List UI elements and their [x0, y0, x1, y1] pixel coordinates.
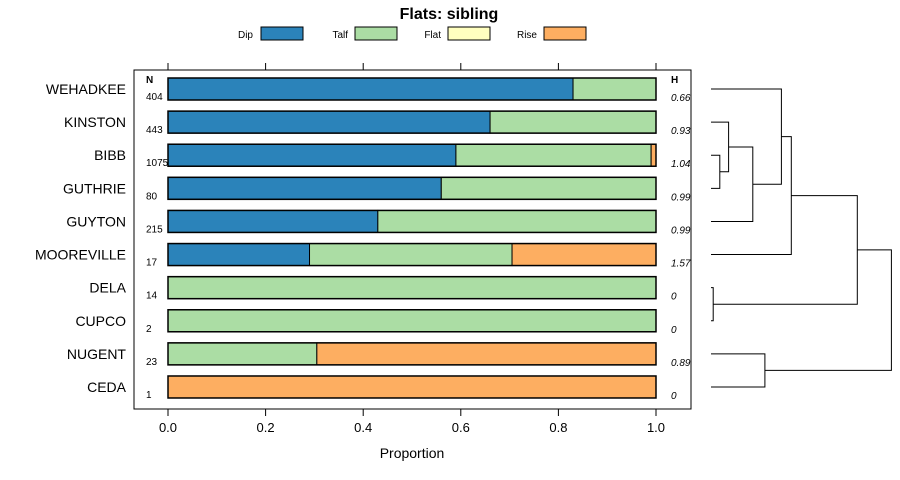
h-value-kinston: 0.93 — [671, 126, 691, 137]
bar-outline-dela — [167, 275, 657, 300]
bar-outline-bibb — [167, 143, 657, 167]
category-label-cupco: CUPCO — [75, 313, 126, 329]
bar-outline-nugent — [167, 342, 657, 366]
dendrogram-link-d — [711, 88, 782, 185]
x-tick-label-0-0: 0.0 — [159, 420, 177, 435]
category-label-dela: DELA — [89, 280, 126, 296]
legend-swatch-talf — [354, 26, 398, 41]
chart-title: Flats: sibling — [400, 6, 499, 23]
plot-frame — [133, 69, 692, 410]
dendrogram-link-root — [764, 249, 892, 371]
labels-layer: WEHADKEE 404 0.66 KINSTON 443 0.93 BIBB 1075 1.0… — [35, 81, 691, 402]
x-axis: 0.0 0.2 0.4 0.6 0.8 1.0 — [159, 409, 665, 435]
dendrogram-link-c — [711, 146, 754, 222]
bar-guyton-talf — [377, 209, 657, 233]
x-tick-label-0-8: 0.8 — [549, 420, 567, 435]
category-label-wehadkee: WEHADKEE — [46, 81, 126, 97]
dendrogram-link-f — [711, 287, 714, 322]
n-column-header: N — [146, 75, 153, 86]
bar-kinston-dip — [167, 110, 491, 134]
legend-swatch-rise — [543, 26, 587, 41]
legend-label-dip: Dip — [238, 30, 253, 41]
category-label-nugent: NUGENT — [67, 346, 127, 362]
h-column-header: H — [671, 75, 678, 86]
h-value-ceda: 0 — [671, 391, 677, 402]
bar-mooreville-dip — [167, 243, 311, 267]
bar-dela-talf — [167, 276, 657, 300]
bar-bibb-dip — [167, 143, 457, 167]
n-value-bibb: 1075 — [146, 158, 169, 169]
dendrogram-link-a — [711, 154, 721, 189]
n-value-dela: 14 — [146, 291, 158, 302]
bar-outline-kinston — [167, 110, 657, 134]
bar-bibb-talf — [455, 143, 652, 167]
legend-label-rise: Rise — [517, 30, 537, 41]
bar-wehadkee-dip — [167, 77, 574, 101]
n-value-mooreville: 17 — [146, 258, 158, 269]
bar-mooreville-talf — [309, 243, 513, 267]
bar-guthrie-talf — [440, 176, 657, 200]
bar-cupco-talf — [167, 309, 657, 333]
h-value-wehadkee: 0.66 — [671, 93, 691, 104]
category-label-guyton: GUYTON — [66, 213, 126, 229]
n-value-guthrie: 80 — [146, 191, 158, 202]
legend-swatch-dip — [260, 26, 304, 41]
h-value-nugent: 0.89 — [671, 358, 691, 369]
category-label-kinston: KINSTON — [64, 114, 126, 130]
x-axis-label: Proportion — [380, 445, 445, 461]
bar-outline-ceda — [167, 375, 657, 399]
n-value-ceda: 1 — [146, 390, 152, 401]
dendrogram-link-h — [711, 353, 766, 388]
bar-outline-guthrie — [167, 176, 657, 201]
h-value-cupco: 0 — [671, 325, 677, 336]
legend-swatch-flat — [447, 26, 491, 41]
x-tick-label-1-0: 1.0 — [647, 420, 665, 435]
legend-label-flat: Flat — [424, 30, 441, 41]
dendrogram-link-e — [711, 136, 792, 256]
dendrogram-link-g — [713, 195, 858, 305]
bar-outline-guyton — [167, 209, 657, 234]
bar-guthrie-dip — [167, 176, 442, 200]
x-tick-label-0-2: 0.2 — [257, 420, 275, 435]
n-value-guyton: 215 — [146, 224, 163, 235]
dendrogram — [711, 88, 892, 388]
n-value-nugent: 23 — [146, 357, 158, 368]
bar-nugent-talf — [167, 342, 318, 366]
bar-wehadkee-talf — [572, 77, 657, 101]
h-value-guthrie: 0.99 — [671, 192, 691, 203]
bar-nugent-rise — [316, 342, 657, 366]
bar-guyton-dip — [167, 209, 379, 233]
legend: Dip Talf Flat Rise — [238, 26, 587, 41]
category-label-mooreville: MOOREVILLE — [35, 247, 126, 263]
top-ticks — [167, 63, 657, 70]
bar-outline-cupco — [167, 309, 657, 333]
h-value-dela: 0 — [671, 292, 677, 303]
n-value-kinston: 443 — [146, 125, 163, 136]
bar-outline-wehadkee — [167, 77, 657, 101]
x-tick-label-0-4: 0.4 — [354, 420, 372, 435]
x-tick-label-0-6: 0.6 — [452, 420, 470, 435]
h-value-guyton: 0.99 — [671, 225, 691, 236]
category-label-ceda: CEDA — [87, 379, 127, 395]
legend-label-talf: Talf — [332, 30, 348, 41]
n-value-wehadkee: 404 — [146, 92, 163, 103]
h-value-bibb: 1.04 — [671, 159, 691, 170]
bar-ceda-rise — [167, 375, 657, 399]
bar-outline-mooreville — [167, 242, 657, 267]
bar-kinston-talf — [489, 110, 657, 134]
bars-layer — [167, 77, 657, 399]
h-value-mooreville: 1.57 — [671, 259, 691, 270]
category-label-bibb: BIBB — [94, 147, 126, 163]
category-label-guthrie: GUTHRIE — [63, 180, 126, 196]
bar-mooreville-rise — [511, 243, 657, 267]
n-value-cupco: 2 — [146, 324, 152, 335]
